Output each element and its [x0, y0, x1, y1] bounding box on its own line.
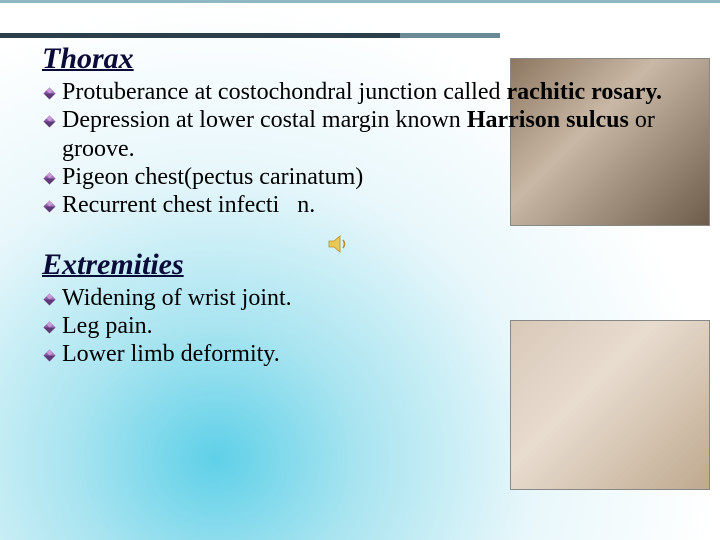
diamond-bullet-icon — [42, 284, 60, 310]
bullet-item: Leg pain. — [42, 312, 700, 340]
bullet-text: Recurrent chest infectin. — [62, 191, 315, 219]
bullet-text: Protuberance at costochondral junction c… — [62, 78, 662, 106]
bullet-item: Lower limb deformity. — [42, 340, 700, 368]
bullet-list-extremities: Widening of wrist joint. Leg pain. Lower… — [42, 284, 700, 369]
diamond-bullet-icon — [42, 163, 60, 189]
bullet-item: Protuberance at costochondral junction c… — [42, 78, 700, 106]
content-area: Thorax Protuberance at costochondral jun… — [42, 42, 700, 520]
bullet-item: Recurrent chest infectin. — [42, 191, 700, 219]
diamond-bullet-icon — [42, 78, 60, 104]
sound-icon[interactable] — [326, 232, 350, 256]
bullet-text: Leg pain. — [62, 312, 153, 340]
top-bar-light — [400, 33, 500, 38]
bullet-text: Lower limb deformity. — [62, 340, 280, 368]
top-accent-line — [0, 0, 720, 3]
heading-thorax: Thorax — [42, 42, 700, 76]
bullet-list-thorax: Protuberance at costochondral junction c… — [42, 78, 700, 220]
diamond-bullet-icon — [42, 106, 60, 132]
top-bar-dark — [0, 33, 400, 38]
diamond-bullet-icon — [42, 340, 60, 366]
bullet-item: Pigeon chest(pectus carinatum) — [42, 163, 700, 191]
bullet-text: Widening of wrist joint. — [62, 284, 292, 312]
diamond-bullet-icon — [42, 312, 60, 338]
bullet-item: Widening of wrist joint. — [42, 284, 700, 312]
bullet-item: Depression at lower costal margin known … — [42, 106, 700, 163]
heading-extremities: Extremities — [42, 248, 700, 282]
bullet-text: Depression at lower costal margin known … — [62, 106, 700, 163]
diamond-bullet-icon — [42, 191, 60, 217]
bullet-text: Pigeon chest(pectus carinatum) — [62, 163, 363, 191]
slide: Thorax Protuberance at costochondral jun… — [0, 0, 720, 540]
